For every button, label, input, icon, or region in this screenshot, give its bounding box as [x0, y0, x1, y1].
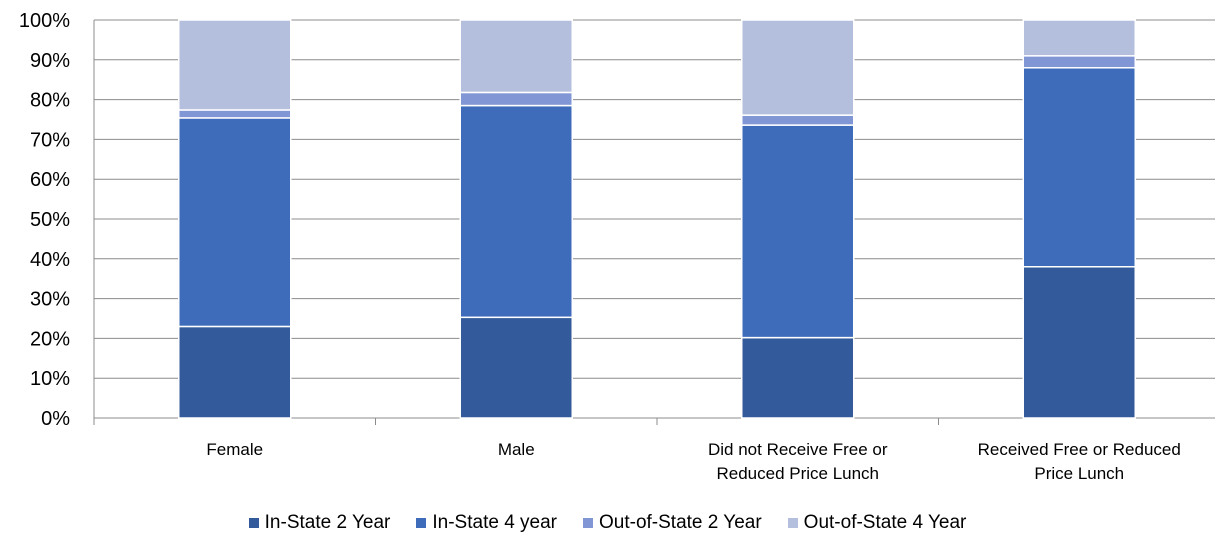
- bar-segment: [1022, 67, 1136, 268]
- legend-label: In-State 4 year: [432, 512, 557, 533]
- bar-segment: [1022, 266, 1136, 419]
- bar-segment: [741, 19, 855, 116]
- legend-item: Out-of-State 2 Year: [583, 512, 762, 534]
- x-category-label: Female: [206, 440, 263, 459]
- legend-swatch: [416, 518, 427, 528]
- legend-swatch: [248, 518, 259, 528]
- legend-swatch: [583, 518, 593, 528]
- y-tick-label: 60%: [30, 169, 70, 191]
- y-tick-label: 20%: [30, 328, 70, 350]
- y-tick-label: 70%: [30, 129, 70, 151]
- legend-item: In-State 4 year: [416, 512, 557, 534]
- bar-segment: [178, 325, 292, 419]
- legend-label: Out-of-State 4 Year: [803, 512, 967, 533]
- legend-swatch: [787, 518, 798, 528]
- bar-segment: [459, 19, 573, 94]
- y-tick-label: 50%: [30, 209, 70, 231]
- y-tick-label: 10%: [30, 368, 70, 390]
- chart-legend: In-State 2 Year In-State 4 year Out-of-Sta…: [0, 508, 1215, 538]
- x-category-label: Price Lunch: [1034, 464, 1124, 483]
- x-category-label: Reduced Price Lunch: [716, 464, 879, 483]
- bar-segment: [178, 109, 292, 119]
- y-tick-label: 90%: [30, 50, 70, 72]
- legend-label: Out-of-State 2 Year: [599, 512, 762, 533]
- y-tick-label: 100%: [19, 10, 70, 32]
- y-tick-label: 0%: [41, 408, 70, 430]
- bar-segment: [459, 104, 573, 319]
- legend-label: In-State 2 Year: [264, 512, 391, 533]
- stacked-bar-chart: 0% 10% 20% 30% 40% 50% 60% 70% 80% 90% 100% Female M…: [19, 10, 1215, 483]
- bar-segment: [741, 124, 855, 339]
- bar-segment: [1022, 55, 1136, 69]
- y-tick-label: 30%: [30, 289, 70, 311]
- x-category-label: Did not Receive Free or: [708, 440, 888, 459]
- y-tick-label: 40%: [30, 249, 70, 271]
- bar-segment: [178, 19, 292, 111]
- bar-segment: [459, 316, 573, 419]
- bar-segment: [741, 114, 855, 126]
- x-category-label: Received Free or Reduced: [978, 440, 1181, 459]
- bar-segment: [741, 336, 855, 419]
- bar-segment: [459, 91, 573, 107]
- legend-item: In-State 2 Year: [248, 512, 391, 534]
- x-category-label: Male: [498, 440, 535, 459]
- legend-item: Out-of-State 4 Year: [787, 512, 967, 534]
- y-tick-label: 80%: [30, 90, 70, 112]
- bar-segment: [178, 117, 292, 328]
- bar-segment: [1022, 19, 1136, 57]
